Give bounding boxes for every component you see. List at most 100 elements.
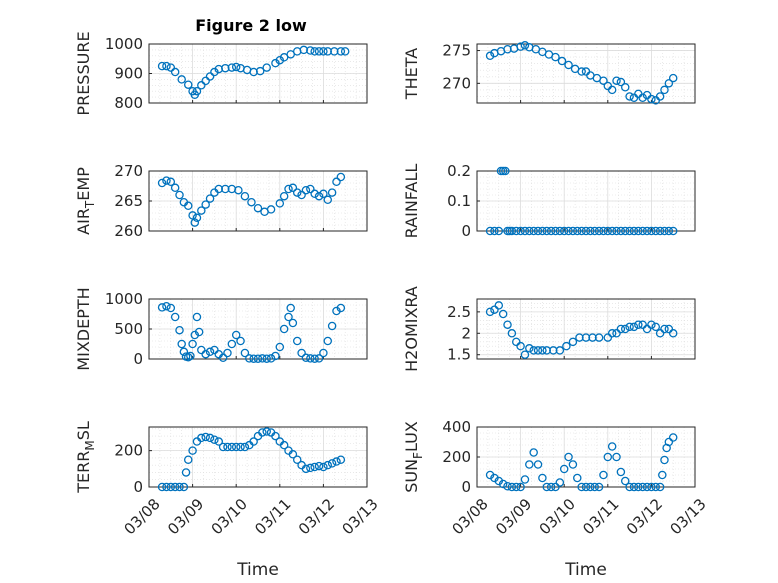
data-point — [658, 470, 667, 480]
data-point — [221, 184, 230, 194]
x-axis-label: Time — [564, 560, 607, 580]
data-point — [183, 201, 193, 211]
data-point — [525, 226, 534, 236]
y-axis-label-main: AIR — [74, 208, 93, 235]
data-point — [214, 437, 224, 446]
y-tick-label: 800 — [114, 94, 143, 112]
data-point — [183, 80, 193, 89]
data-point — [555, 478, 565, 487]
data-point — [170, 183, 180, 193]
data-point — [314, 191, 324, 201]
data-point — [551, 226, 560, 236]
y-tick-label: 0 — [133, 478, 143, 496]
data-point — [288, 183, 298, 193]
data-point — [166, 63, 176, 72]
data-point — [511, 226, 521, 236]
data-point — [573, 473, 582, 483]
data-point — [590, 482, 599, 492]
data-point — [647, 226, 656, 236]
data-point — [616, 77, 626, 87]
data-point — [323, 47, 333, 56]
data-point — [166, 482, 176, 492]
data-point — [240, 348, 250, 358]
data-point — [179, 347, 189, 357]
data-point — [218, 353, 228, 363]
axes-box — [148, 426, 368, 488]
data-point — [157, 178, 167, 188]
data-point — [647, 94, 656, 104]
data-point — [529, 346, 538, 355]
data-point — [227, 442, 237, 452]
data-point — [485, 307, 495, 317]
y-axis-label: H2OMIXRA — [402, 286, 421, 372]
subplot-6: 1.5 2 2.5 H2OMIXRA — [402, 286, 696, 372]
data-point — [327, 459, 337, 468]
y-tick-label: 500 — [114, 320, 143, 338]
data-point — [638, 482, 647, 492]
y-tick-label: 400 — [442, 418, 471, 436]
data-point — [651, 482, 661, 492]
series-1 — [157, 45, 350, 99]
data-point — [288, 318, 298, 328]
subplot-4: 0 0.1 0.2 RAINFALL — [402, 162, 696, 240]
subplot-5: 0 500 1000 MIXDEPTH — [74, 287, 368, 371]
y-tick-label: 900 — [114, 65, 143, 83]
data-point — [190, 218, 200, 227]
series-1 — [157, 427, 346, 492]
data-point — [651, 322, 661, 332]
data-point — [634, 226, 643, 236]
y-axis-label-rest: SL — [74, 421, 93, 440]
data-point — [157, 61, 167, 71]
data-point — [194, 327, 204, 337]
y-tick-label: 2 — [461, 324, 471, 342]
data-point — [188, 446, 197, 455]
data-point — [253, 203, 263, 213]
data-point — [306, 46, 315, 55]
data-point — [629, 322, 639, 332]
data-point — [599, 470, 608, 480]
data-point — [336, 47, 346, 56]
data-point — [668, 73, 678, 83]
data-point — [306, 463, 315, 473]
data-point — [192, 312, 202, 322]
data-point — [551, 52, 560, 62]
y-axis-label: TERRMSL — [74, 421, 97, 494]
data-point — [262, 427, 271, 436]
data-point — [485, 51, 495, 61]
data-point — [498, 479, 508, 489]
data-point — [288, 450, 298, 459]
data-point — [664, 79, 674, 88]
data-point — [236, 336, 245, 346]
data-point — [577, 482, 586, 492]
data-point — [538, 473, 547, 483]
data-point — [266, 354, 276, 363]
data-point — [599, 76, 608, 85]
data-point — [186, 351, 195, 361]
data-point — [177, 75, 186, 84]
data-point — [301, 464, 311, 474]
y-axis-label: AIRTEMP — [74, 167, 97, 235]
data-point — [157, 303, 167, 312]
data-point — [655, 329, 665, 338]
data-point — [564, 226, 573, 236]
data-point — [279, 191, 289, 201]
subplot-grid: 800 900 1000 PRESSURE 270 275 THETA 260 265 270 AI… — [74, 31, 710, 580]
y-axis-label: RAINFALL — [402, 164, 421, 239]
data-point — [197, 345, 206, 355]
data-point — [555, 346, 565, 355]
data-point — [175, 482, 184, 492]
data-point — [310, 354, 319, 363]
y-tick-label: 260 — [114, 222, 143, 240]
data-point — [542, 226, 552, 236]
data-point — [581, 333, 591, 342]
data-point — [551, 482, 560, 492]
data-point — [607, 226, 617, 236]
data-point — [201, 432, 210, 442]
data-point — [525, 460, 534, 469]
data-point — [642, 324, 652, 334]
y-tick-label: 0 — [133, 350, 143, 368]
y-tick-label: 265 — [114, 192, 143, 210]
data-point — [332, 457, 341, 466]
data-point — [620, 226, 630, 236]
data-point — [266, 205, 276, 214]
